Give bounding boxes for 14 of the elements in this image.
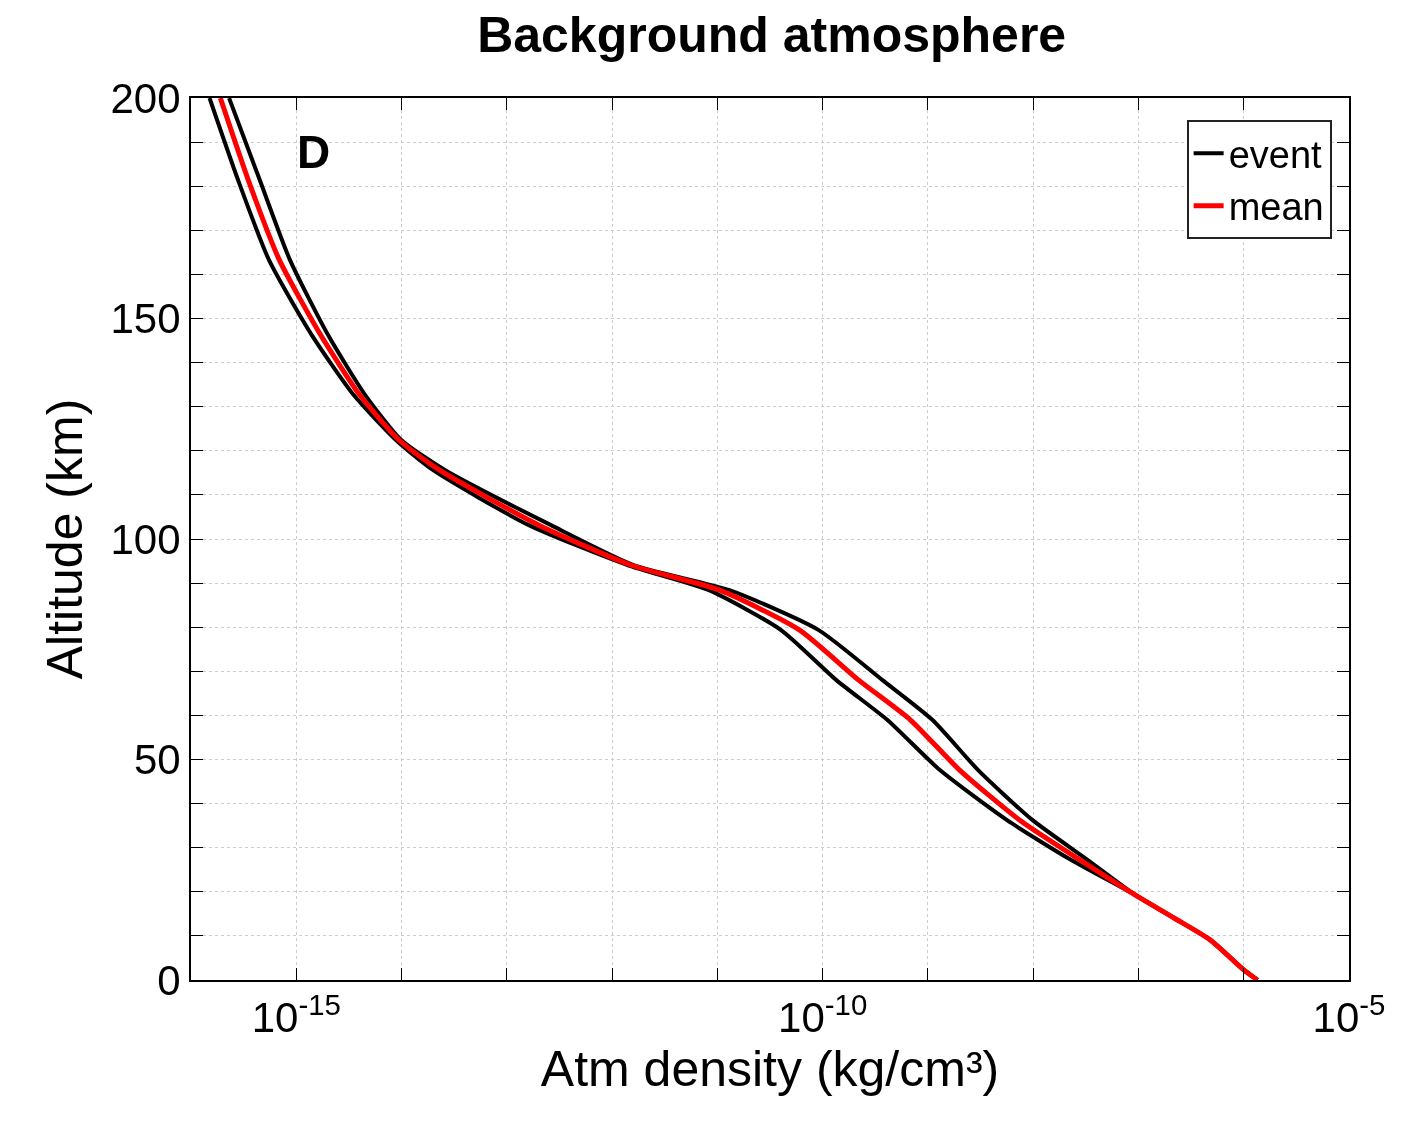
x-tick-label: 10$^{-5}$ [1312, 987, 1386, 1042]
y-tick-label: 150 [110, 295, 181, 343]
y-tick-label: 0 [157, 956, 181, 1004]
y-tick-label: 200 [110, 74, 181, 122]
y-tick-label: 100 [110, 515, 181, 563]
x-tick-label: 10$^{-10}$ [778, 987, 868, 1042]
chart-title: Background atmosphere [477, 7, 1067, 64]
legend-label: mean [1228, 186, 1324, 229]
x-axis-title: Atm density (kg/cm³) [540, 1041, 1000, 1098]
legend-label: event [1228, 134, 1323, 177]
annotation: D [297, 126, 331, 178]
y-axis-title: Altitude (km) [37, 398, 94, 680]
y-tick-label: 50 [133, 736, 181, 784]
x-tick-label: 10$^{-15}$ [251, 987, 341, 1042]
